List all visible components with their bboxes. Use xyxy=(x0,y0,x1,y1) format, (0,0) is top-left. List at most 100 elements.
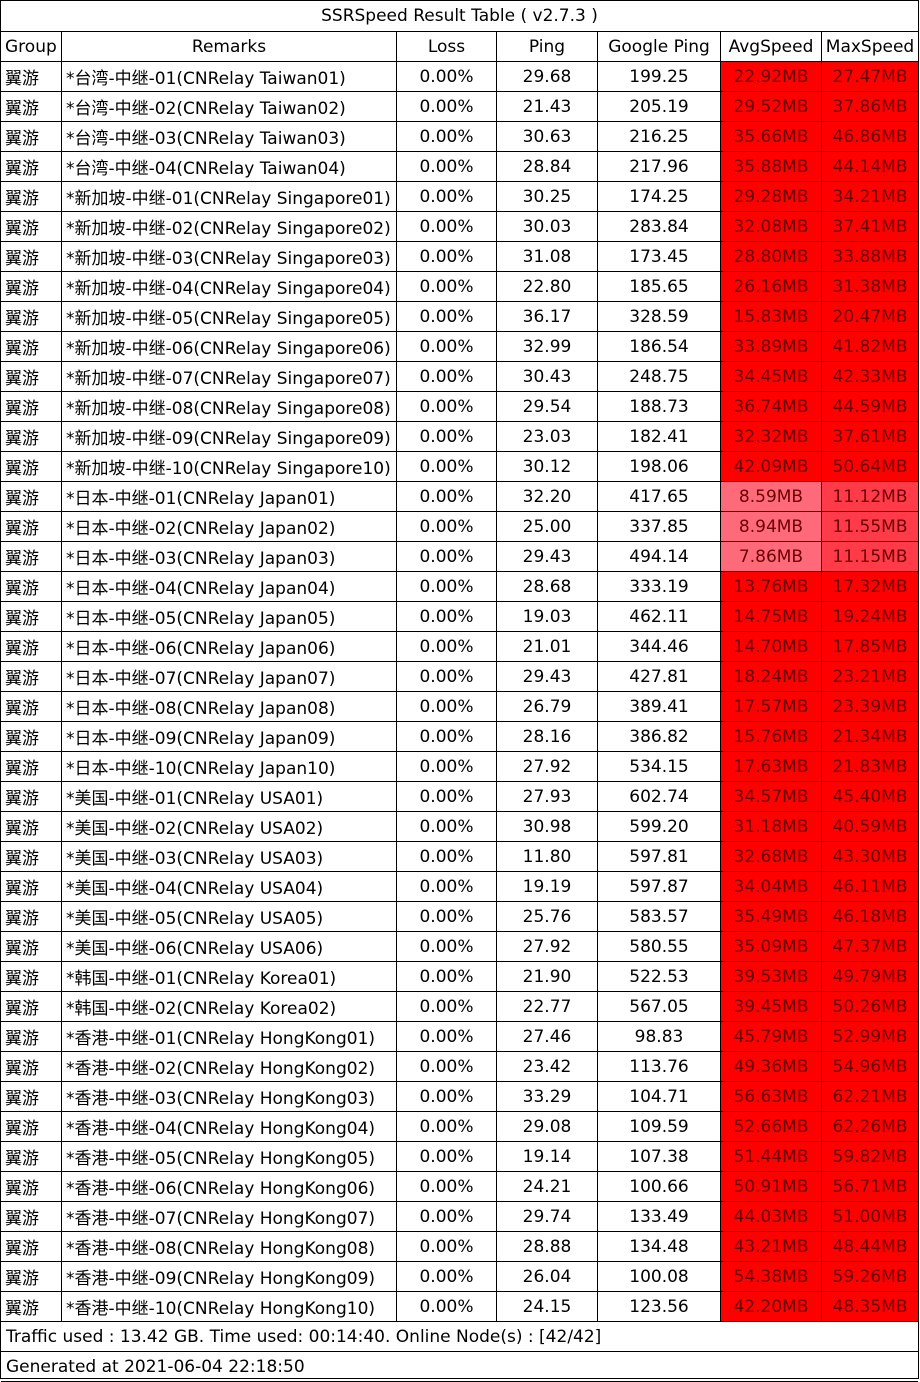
group-cell: 翼游 xyxy=(1,92,62,122)
group-cell: 翼游 xyxy=(1,1022,62,1052)
group-cell: 翼游 xyxy=(1,242,62,272)
avg-speed-cell: 32.68MB xyxy=(721,842,822,872)
column-header-ping: Ping xyxy=(497,32,598,62)
google-ping-cell: 109.59 xyxy=(598,1112,721,1142)
google-ping-cell: 199.25 xyxy=(598,62,721,92)
group-cell: 翼游 xyxy=(1,872,62,902)
remarks-cell: *日本-中继-07(CNRelay Japan07) xyxy=(62,662,397,692)
group-cell: 翼游 xyxy=(1,122,62,152)
loss-cell: 0.00% xyxy=(397,242,497,272)
max-speed-cell: 44.14MB xyxy=(822,152,918,182)
google-ping-cell: 186.54 xyxy=(598,332,721,362)
loss-cell: 0.00% xyxy=(397,122,497,152)
table-row: 翼游 *美国-中继-03(CNRelay USA03) 0.00% 11.80 597.… xyxy=(1,842,920,872)
loss-cell: 0.00% xyxy=(397,1142,497,1172)
loss-cell: 0.00% xyxy=(397,392,497,422)
group-cell: 翼游 xyxy=(1,1172,62,1202)
remarks-cell: *日本-中继-03(CNRelay Japan03) xyxy=(62,542,397,572)
remarks-cell: *香港-中继-09(CNRelay HongKong09) xyxy=(62,1262,397,1292)
avg-speed-cell: 15.83MB xyxy=(721,302,822,332)
avg-speed-cell: 22.92MB xyxy=(721,62,822,92)
max-speed-cell: 33.88MB xyxy=(822,242,918,272)
avg-speed-cell: 44.03MB xyxy=(721,1202,822,1232)
google-ping-cell: 104.71 xyxy=(598,1082,721,1112)
google-ping-cell: 602.74 xyxy=(598,782,721,812)
group-cell: 翼游 xyxy=(1,962,62,992)
remarks-cell: *香港-中继-05(CNRelay HongKong05) xyxy=(62,1142,397,1172)
ping-cell: 33.29 xyxy=(497,1082,598,1112)
loss-cell: 0.00% xyxy=(397,812,497,842)
ping-cell: 21.01 xyxy=(497,632,598,662)
avg-speed-cell: 39.53MB xyxy=(721,962,822,992)
ping-cell: 22.80 xyxy=(497,272,598,302)
ping-cell: 21.43 xyxy=(497,92,598,122)
avg-speed-cell: 29.28MB xyxy=(721,182,822,212)
google-ping-cell: 417.65 xyxy=(598,482,721,512)
group-cell: 翼游 xyxy=(1,692,62,722)
ping-cell: 29.74 xyxy=(497,1202,598,1232)
google-ping-cell: 328.59 xyxy=(598,302,721,332)
loss-cell: 0.00% xyxy=(397,992,497,1022)
loss-cell: 0.00% xyxy=(397,92,497,122)
group-cell: 翼游 xyxy=(1,512,62,542)
max-speed-cell: 31.38MB xyxy=(822,272,918,302)
table-row: 翼游 *韩国-中继-01(CNRelay Korea01) 0.00% 21.90 52… xyxy=(1,962,920,992)
group-cell: 翼游 xyxy=(1,362,62,392)
avg-speed-cell: 39.45MB xyxy=(721,992,822,1022)
google-ping-cell: 174.25 xyxy=(598,182,721,212)
remarks-cell: *香港-中继-06(CNRelay HongKong06) xyxy=(62,1172,397,1202)
ping-cell: 32.20 xyxy=(497,482,598,512)
table-row: 翼游 *新加坡-中继-01(CNRelay Singapore01) 0.00% 30… xyxy=(1,182,920,212)
group-cell: 翼游 xyxy=(1,1112,62,1142)
google-ping-cell: 337.85 xyxy=(598,512,721,542)
max-speed-cell: 34.21MB xyxy=(822,182,918,212)
remarks-cell: *美国-中继-03(CNRelay USA03) xyxy=(62,842,397,872)
group-cell: 翼游 xyxy=(1,452,62,482)
google-ping-cell: 216.25 xyxy=(598,122,721,152)
loss-cell: 0.00% xyxy=(397,692,497,722)
google-ping-cell: 134.48 xyxy=(598,1232,721,1262)
remarks-cell: *台湾-中继-03(CNRelay Taiwan03) xyxy=(62,122,397,152)
avg-speed-cell: 42.20MB xyxy=(721,1292,822,1322)
table-row: 翼游 *香港-中继-02(CNRelay HongKong02) 0.00% 23.4… xyxy=(1,1052,920,1082)
ping-cell: 32.99 xyxy=(497,332,598,362)
avg-speed-cell: 35.66MB xyxy=(721,122,822,152)
table-row: 翼游 *日本-中继-09(CNRelay Japan09) 0.00% 28.16 38… xyxy=(1,722,920,752)
google-ping-cell: 534.15 xyxy=(598,752,721,782)
loss-cell: 0.00% xyxy=(397,332,497,362)
max-speed-cell: 44.59MB xyxy=(822,392,918,422)
remarks-cell: *韩国-中继-01(CNRelay Korea01) xyxy=(62,962,397,992)
google-ping-cell: 344.46 xyxy=(598,632,721,662)
remarks-cell: *新加坡-中继-01(CNRelay Singapore01) xyxy=(62,182,397,212)
max-speed-cell: 59.82MB xyxy=(822,1142,918,1172)
avg-speed-cell: 28.80MB xyxy=(721,242,822,272)
avg-speed-cell: 35.09MB xyxy=(721,932,822,962)
google-ping-cell: 188.73 xyxy=(598,392,721,422)
table-row: 翼游 *香港-中继-04(CNRelay HongKong04) 0.00% 29.0… xyxy=(1,1112,920,1142)
table-row: 翼游 *日本-中继-04(CNRelay Japan04) 0.00% 28.68 33… xyxy=(1,572,920,602)
remarks-cell: *日本-中继-02(CNRelay Japan02) xyxy=(62,512,397,542)
group-cell: 翼游 xyxy=(1,422,62,452)
group-cell: 翼游 xyxy=(1,992,62,1022)
ping-cell: 11.80 xyxy=(497,842,598,872)
ping-cell: 30.63 xyxy=(497,122,598,152)
avg-speed-cell: 29.52MB xyxy=(721,92,822,122)
table-row: 翼游 *香港-中继-06(CNRelay HongKong06) 0.00% 24.2… xyxy=(1,1172,920,1202)
table-row: 翼游 *香港-中继-07(CNRelay HongKong07) 0.00% 29.7… xyxy=(1,1202,920,1232)
ping-cell: 29.08 xyxy=(497,1112,598,1142)
ping-cell: 30.43 xyxy=(497,362,598,392)
remarks-cell: *日本-中继-10(CNRelay Japan10) xyxy=(62,752,397,782)
max-speed-cell: 59.26MB xyxy=(822,1262,918,1292)
google-ping-cell: 217.96 xyxy=(598,152,721,182)
max-speed-cell: 43.30MB xyxy=(822,842,918,872)
google-ping-cell: 185.65 xyxy=(598,272,721,302)
table-row: 翼游 *日本-中继-07(CNRelay Japan07) 0.00% 29.43 42… xyxy=(1,662,920,692)
remarks-cell: *香港-中继-08(CNRelay HongKong08) xyxy=(62,1232,397,1262)
loss-cell: 0.00% xyxy=(397,212,497,242)
ping-cell: 29.68 xyxy=(497,62,598,92)
avg-speed-cell: 45.79MB xyxy=(721,1022,822,1052)
avg-speed-cell: 35.49MB xyxy=(721,902,822,932)
avg-speed-cell: 50.91MB xyxy=(721,1172,822,1202)
google-ping-cell: 522.53 xyxy=(598,962,721,992)
group-cell: 翼游 xyxy=(1,272,62,302)
